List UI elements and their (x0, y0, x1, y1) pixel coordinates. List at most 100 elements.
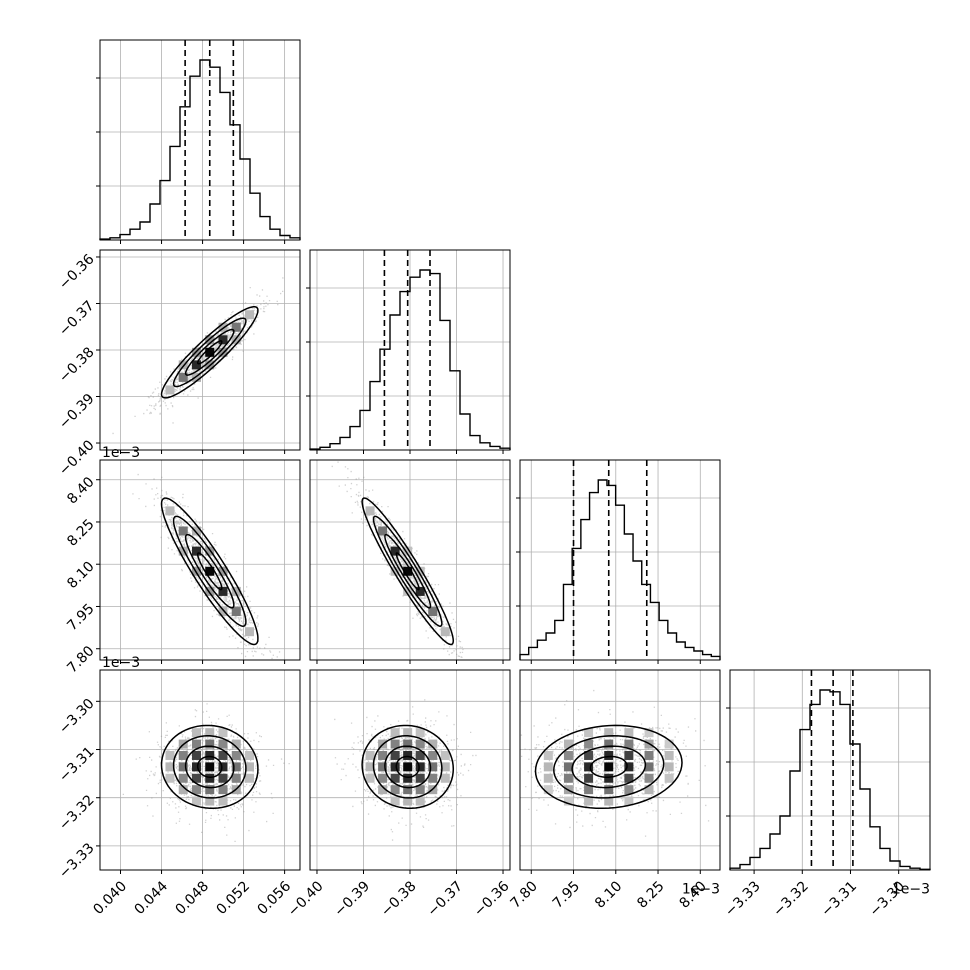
density-cell (165, 773, 175, 783)
density-cell (245, 310, 255, 320)
density-cell (365, 506, 375, 516)
density-cell (664, 773, 674, 783)
contour-4 (534, 724, 683, 810)
density-cell (178, 526, 188, 536)
x-tick-label: 0.052 (214, 878, 254, 918)
density-cell (165, 750, 175, 760)
y-tick-label: −0.40 (56, 437, 98, 479)
hist-panel-4 (726, 669, 931, 871)
density-cell (218, 607, 228, 617)
density-cell (584, 796, 594, 806)
density-cell (403, 728, 413, 738)
density-cell (440, 750, 450, 760)
density-cell (191, 526, 201, 536)
panel-content (310, 670, 510, 870)
density-cell (365, 750, 375, 760)
histogram-step-1 (99, 59, 301, 240)
density-cell (218, 773, 228, 783)
density-cell (205, 785, 215, 795)
density-cell (584, 728, 594, 738)
hist-panel-1 (96, 39, 301, 241)
density-cell (378, 773, 388, 783)
contour-4 (361, 497, 455, 646)
density-cell (205, 796, 215, 806)
density-cell (415, 773, 425, 783)
density-cell (390, 773, 400, 783)
y-tick-label: −0.36 (56, 251, 98, 293)
panel-content (100, 670, 300, 870)
density-cell (165, 385, 175, 395)
density-cell (245, 762, 255, 772)
hist-panel-2 (306, 249, 511, 451)
contour-2 (184, 745, 235, 789)
density-cell (218, 739, 228, 749)
density-cell (218, 785, 228, 795)
density-cell (390, 785, 400, 795)
density-cell (604, 773, 614, 783)
density-cell (390, 566, 400, 576)
x-tick-label: 0.040 (90, 878, 130, 918)
contour-1 (196, 340, 223, 365)
density-cell (178, 546, 188, 556)
histogram-step-2 (309, 269, 511, 450)
x-tick-label: −3.33 (722, 878, 764, 920)
density-cell (624, 796, 634, 806)
contour-2 (384, 745, 432, 789)
contour-4 (160, 497, 259, 646)
contour-1 (196, 552, 223, 591)
panel-content (100, 250, 300, 450)
density-cell (378, 762, 388, 772)
density-cell (624, 728, 634, 738)
density-cell (178, 372, 188, 382)
density-cell (604, 739, 614, 749)
x-tick-label: −0.38 (378, 878, 420, 920)
density-cell (390, 546, 400, 556)
density-cell (415, 750, 425, 760)
density-cell (191, 773, 201, 783)
density-cell (191, 739, 201, 749)
density-cell (403, 785, 413, 795)
density-cell (178, 762, 188, 772)
density-cell (584, 762, 594, 772)
density-cell (403, 762, 413, 772)
density-cell (390, 796, 400, 806)
density-cell (378, 750, 388, 760)
density-cell (624, 739, 634, 749)
density-cell (604, 750, 614, 760)
density-cell (191, 728, 201, 738)
density-cell (428, 773, 438, 783)
density-cell (415, 566, 425, 576)
scatter-panel-4-1 (99, 669, 301, 871)
density-cell (205, 750, 215, 760)
y-tick-label: −3.33 (56, 840, 98, 882)
density-cell (165, 506, 175, 516)
density-cell (584, 739, 594, 749)
scatter-points (122, 703, 290, 842)
density-cell (543, 785, 553, 795)
density-cell (245, 773, 255, 783)
density-cell (218, 762, 228, 772)
scatter-panel-3-2 (309, 459, 511, 661)
density-cell (378, 785, 388, 795)
density-cell (563, 762, 573, 772)
density-cell (664, 762, 674, 772)
density-cell (205, 566, 215, 576)
density-cell (604, 796, 614, 806)
y-tick-label: −0.39 (56, 391, 98, 433)
density-cell (218, 586, 228, 596)
scatter-points (331, 461, 464, 658)
density-cell (543, 750, 553, 760)
x-tick-label: −0.36 (471, 878, 513, 920)
density-cell (428, 750, 438, 760)
y-tick-label: 7.95 (64, 601, 97, 634)
density-cell (403, 739, 413, 749)
x-tick-label: 8.25 (634, 878, 667, 911)
scatter-panel-2-1 (99, 249, 301, 451)
density-cell (624, 750, 634, 760)
density-cell (664, 750, 674, 760)
density-cell (365, 762, 375, 772)
density-cell (624, 773, 634, 783)
density-cell (415, 586, 425, 596)
scatter-points (520, 689, 710, 837)
density-cell (563, 796, 573, 806)
